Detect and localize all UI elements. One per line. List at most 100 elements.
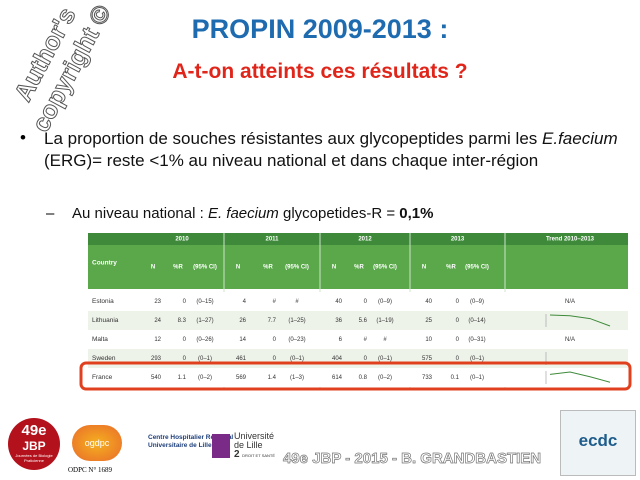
country-header: Country — [92, 260, 117, 267]
country: Malta — [92, 336, 108, 343]
country: Lithuania — [92, 317, 119, 324]
text: JBP — [22, 439, 46, 453]
odpc: ODPC N° 1689 — [68, 466, 113, 474]
cell: 0 — [456, 318, 460, 324]
subbullet: Au niveau national : E. faecium glycopet… — [72, 205, 434, 222]
year-header: 2013 — [451, 237, 465, 243]
cell: 7.7 — [268, 318, 277, 324]
cell: 461 — [236, 356, 247, 362]
column-header: %R — [446, 265, 456, 271]
cell: 0 — [364, 299, 368, 305]
bullet-dot: • — [20, 128, 26, 147]
cell: (0–23) — [288, 337, 305, 343]
text: glycopetides-R = — [278, 205, 400, 222]
cell: (0–1) — [198, 356, 212, 362]
row-band — [88, 349, 628, 368]
row-band — [88, 292, 628, 311]
column-header: N — [151, 265, 155, 271]
jbp-logo: 49e JBP Journées de Biologie Praticienne — [8, 418, 60, 470]
text: 0,1% — [399, 205, 434, 222]
cell: (0–1) — [470, 356, 484, 362]
cell: 733 — [422, 375, 433, 381]
year-header: 2011 — [265, 237, 279, 243]
cell: (0–14) — [468, 318, 485, 324]
cell: 40 — [425, 299, 432, 305]
trend-header: Trend 2010–2013 — [546, 237, 595, 243]
footer: 49e JBP - 2015 - B. GRANDBASTIEN — [283, 450, 542, 468]
row-band — [88, 368, 628, 387]
column-header: N — [236, 265, 240, 271]
cell: 24 — [154, 318, 161, 324]
text: ecdc — [578, 431, 618, 450]
cell: (0–2) — [378, 375, 392, 381]
cell: 14 — [239, 337, 246, 343]
univ-mark — [212, 434, 230, 458]
country: Estonia — [92, 298, 114, 305]
cell: 10 — [425, 337, 432, 343]
cell: 26 — [239, 318, 246, 324]
year-header: 2010 — [175, 237, 189, 243]
cell: 8.3 — [178, 318, 187, 324]
cell: 0 — [456, 299, 460, 305]
chru-logo: Centre Hospitalier Régional Universitair… — [148, 434, 233, 450]
cell: 0 — [273, 356, 277, 362]
cell: # — [273, 299, 277, 305]
cell: 0 — [273, 337, 277, 343]
cell: (0–31) — [468, 337, 485, 343]
text: 2 — [234, 449, 240, 460]
univ-logo: Université de Lille 2 DROIT ET SANTÉ — [234, 432, 275, 460]
cell: (1–27) — [196, 318, 213, 324]
cell: (0–9) — [378, 299, 392, 305]
row-band — [88, 311, 628, 330]
text: Journées de Biologie Praticienne — [15, 453, 53, 463]
cell: # — [295, 299, 299, 305]
sparkline — [549, 371, 611, 383]
cell: 6 — [339, 337, 343, 343]
cell: 4 — [243, 299, 247, 305]
cell: 575 — [422, 356, 433, 362]
text: DROIT ET SANTÉ — [242, 453, 276, 458]
cell: 40 — [335, 299, 342, 305]
text: Au niveau national : — [72, 205, 208, 222]
column-header: (95% CI) — [373, 265, 397, 271]
cell: 0 — [456, 337, 460, 343]
country: France — [92, 374, 113, 381]
row-band — [88, 330, 628, 349]
cell: # — [383, 337, 387, 343]
ecdc-logo: ecdc — [560, 410, 636, 476]
cell: 0.1 — [451, 375, 460, 381]
cell: (0–1) — [470, 375, 484, 381]
trend: N/A — [565, 299, 575, 305]
trend: N/A — [565, 337, 575, 343]
column-header: (95% CI) — [193, 265, 217, 271]
subbullet-dash: – — [46, 205, 55, 222]
text: 49e — [21, 422, 47, 439]
cell: 25 — [425, 318, 432, 324]
cell: # — [364, 337, 368, 343]
bullet: La proportion de souches résistantes aux… — [44, 128, 624, 172]
column-header: N — [332, 265, 336, 271]
highlight — [79, 361, 632, 391]
text: E.faecium — [542, 129, 618, 148]
column-header: %R — [173, 265, 183, 271]
text: de Lille — [234, 440, 263, 450]
cell: (0–2) — [198, 375, 212, 381]
cell: 1.4 — [268, 375, 277, 381]
text: E. faecium — [207, 205, 279, 222]
text: La proportion de souches résistantes aux… — [44, 129, 543, 148]
cell: (0–15) — [196, 299, 213, 305]
cell: 540 — [151, 375, 162, 381]
cell: 0 — [183, 356, 187, 362]
cell: (0–9) — [470, 299, 484, 305]
cell: 5.6 — [359, 318, 368, 324]
column-header: %R — [354, 265, 364, 271]
title: PROPIN 2009-2013 : — [191, 14, 449, 44]
cell: (1–25) — [288, 318, 305, 324]
cell: 23 — [154, 299, 161, 305]
cell: 0 — [456, 356, 460, 362]
cell: 1.1 — [178, 375, 187, 381]
cell: 0 — [183, 299, 187, 305]
cell: 0 — [364, 356, 368, 362]
